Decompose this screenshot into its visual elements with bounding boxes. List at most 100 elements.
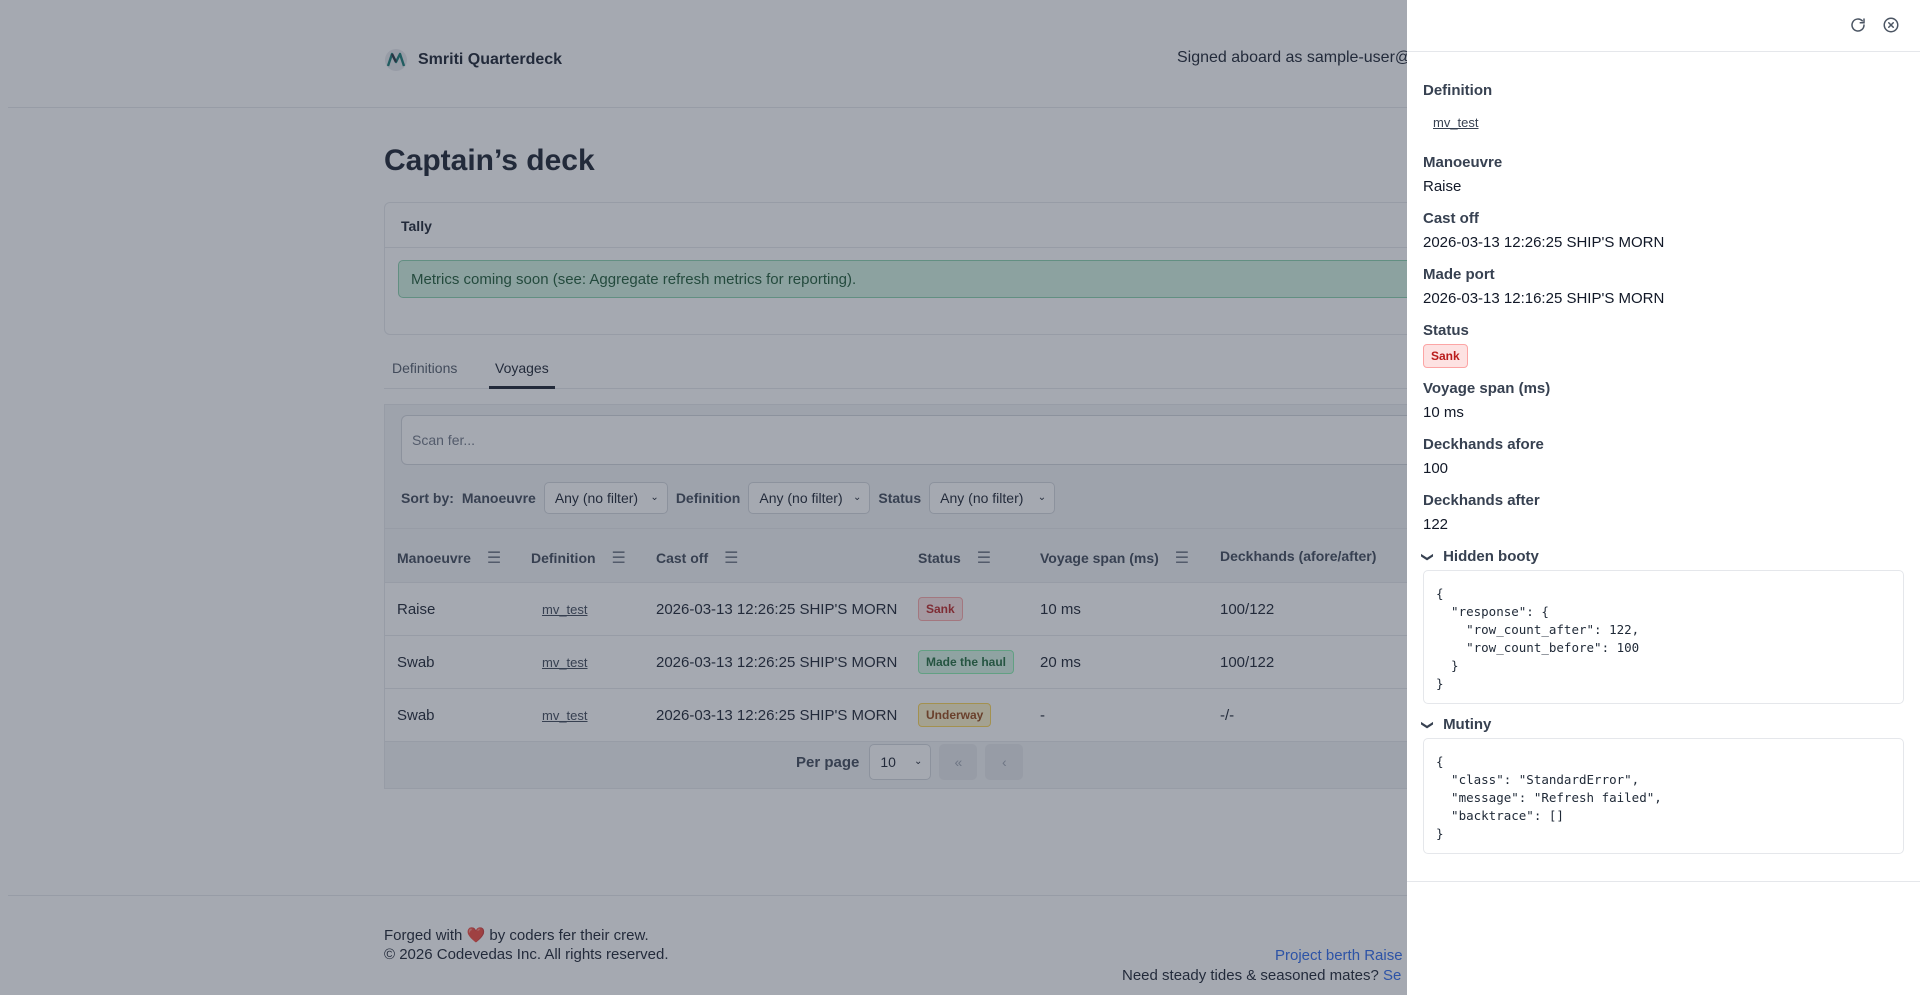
cell-span: - — [1040, 707, 1045, 724]
manoeuvre-label: Manoeuvre — [1423, 154, 1503, 171]
heart-icon: ❤️ — [466, 927, 486, 944]
first-page-icon: « — [954, 754, 963, 770]
column-label: Status — [918, 550, 961, 566]
first-page-button[interactable]: « — [939, 744, 978, 780]
tab-voyages[interactable]: Voyages — [489, 360, 555, 389]
table-row[interactable]: Swab mv_test 2026-03-13 12:26:25 SHIP'S … — [385, 689, 1485, 742]
metrics-alert: Metrics coming soon (see: Aggregate refr… — [398, 260, 1498, 298]
prev-page-icon: ‹ — [1002, 754, 1007, 770]
cast-off-label: Cast off — [1423, 210, 1479, 227]
footer-tagline: Forged with ❤️ by coders fer their crew. — [384, 926, 649, 944]
cell-span: 20 ms — [1040, 654, 1081, 671]
status-label: Status — [1423, 322, 1469, 339]
chevron-down-icon: ⌄ — [1037, 492, 1047, 503]
chevron-down-icon: ⌄ — [650, 492, 659, 503]
tab-bar: Definitions Voyages — [384, 354, 1484, 389]
footer-tagline-prefix: Forged with — [384, 927, 463, 944]
cell-manoeuvre: Swab — [397, 707, 435, 724]
column-menu-icon[interactable]: ☰ — [611, 550, 626, 567]
brand[interactable]: Smriti Quarterdeck — [384, 48, 562, 72]
status-badge: Sank — [918, 597, 963, 621]
brand-logo-icon — [385, 49, 407, 71]
footer-mates: Need steady tides & seasoned mates? Se — [1122, 967, 1401, 984]
cell-definition-link[interactable]: mv_test — [542, 602, 588, 617]
column-label: Definition — [531, 550, 596, 566]
prev-page-button[interactable]: ‹ — [985, 744, 1024, 780]
refresh-icon[interactable] — [1849, 16, 1867, 34]
cell-deckhands: 100/122 — [1220, 654, 1275, 671]
drawer-divider — [1407, 881, 1920, 882]
definition-link[interactable]: mv_test — [1433, 115, 1479, 130]
footer-mates-link[interactable]: Se — [1383, 967, 1402, 984]
table-row[interactable]: Swab mv_test 2026-03-13 12:26:25 SHIP'S … — [385, 636, 1485, 689]
manoeuvre-value: Raise — [1423, 178, 1462, 195]
table-row[interactable]: Raise mv_test 2026-03-13 12:26:25 SHIP'S… — [385, 583, 1485, 636]
mutiny-toggle[interactable]: ❯ Mutiny — [1421, 716, 1492, 733]
deckhands-after-value: 122 — [1423, 516, 1449, 533]
status-badge: Underway — [918, 703, 992, 727]
made-port-label: Made port — [1423, 266, 1495, 283]
per-page-value: 10 — [880, 754, 896, 770]
hidden-booty-toggle[interactable]: ❯ Hidden booty — [1421, 548, 1539, 565]
definition-filter-select[interactable]: Any (no filter) ⌄ — [748, 482, 871, 514]
sort-by-label: Sort by: — [401, 490, 454, 506]
status-filter-select[interactable]: Any (no filter) ⌄ — [929, 482, 1056, 514]
footer-copyright: © 2026 Codevedas Inc. All rights reserve… — [384, 946, 669, 963]
per-page-select[interactable]: 10 ⌄ — [869, 744, 932, 780]
cell-deckhands: 100/122 — [1220, 601, 1275, 618]
span-label: Voyage span (ms) — [1423, 380, 1551, 397]
page-title: Captain’s deck — [384, 144, 595, 177]
cell-cast-off: 2026-03-13 12:26:25 SHIP'S MORN — [656, 707, 898, 724]
mutiny-label: Mutiny — [1443, 716, 1492, 733]
column-header-manoeuvre[interactable]: Manoeuvre ☰ — [397, 548, 501, 568]
chevron-down-icon: ❯ — [1421, 551, 1436, 562]
manoeuvre-filter-select[interactable]: Any (no filter) ⌄ — [543, 482, 668, 514]
drawer-header — [1407, 0, 1920, 52]
span-value: 10 ms — [1423, 404, 1464, 421]
status-filter-label: Status — [878, 490, 922, 506]
cell-manoeuvre: Raise — [397, 601, 436, 618]
manoeuvre-filter-value: Any (no filter) — [554, 490, 639, 506]
search-input[interactable] — [401, 415, 1501, 465]
definition-filter-label: Definition — [675, 490, 741, 506]
tally-header: Tally — [385, 203, 1483, 248]
metrics-alert-text: Metrics coming soon (see: Aggregate refr… — [411, 271, 857, 288]
column-header-span[interactable]: Voyage span (ms) ☰ — [1040, 548, 1189, 568]
status-filter-value: Any (no filter) — [940, 490, 1024, 506]
cell-manoeuvre: Swab — [397, 654, 435, 671]
footer-mates-text: Need steady tides & seasoned mates? — [1122, 967, 1379, 984]
hidden-booty-code: { "response": { "row_count_after": 122, … — [1423, 570, 1904, 704]
cell-definition-link[interactable]: mv_test — [542, 708, 588, 723]
signed-in-text: Signed aboard as sample-user@e — [1177, 49, 1421, 66]
deckhands-after-label: Deckhands after — [1423, 492, 1540, 509]
cast-off-value: 2026-03-13 12:26:25 SHIP'S MORN — [1423, 234, 1665, 251]
column-menu-icon[interactable]: ☰ — [976, 550, 992, 567]
column-label: Manoeuvre — [397, 550, 471, 566]
pagination: Per page 10 ⌄ « ‹ — [796, 744, 1024, 780]
column-menu-icon[interactable]: ☰ — [1174, 550, 1190, 567]
column-header-deckhands[interactable]: Deckhands (afore/after) — [1220, 548, 1376, 564]
filter-bar: Sort by: Manoeuvre Any (no filter) ⌄ Def… — [401, 482, 1056, 514]
column-header-definition[interactable]: Definition ☰ — [531, 548, 626, 568]
deckhands-afore-value: 100 — [1423, 460, 1449, 477]
cell-definition-link[interactable]: mv_test — [542, 655, 588, 670]
cell-cast-off: 2026-03-13 12:26:25 SHIP'S MORN — [656, 601, 898, 618]
column-menu-icon[interactable]: ☰ — [486, 550, 502, 567]
table-header: Manoeuvre ☰ Definition ☰ Cast off ☰ Status ☰… — [385, 528, 1485, 583]
column-menu-icon[interactable]: ☰ — [724, 550, 739, 567]
definition-filter-value: Any (no filter) — [759, 490, 843, 506]
tab-definitions[interactable]: Definitions — [392, 360, 458, 376]
chevron-down-icon: ⌄ — [852, 492, 862, 503]
hidden-booty-label: Hidden booty — [1443, 548, 1539, 565]
tally-card: Tally Metrics coming soon (see: Aggregat… — [384, 202, 1498, 335]
column-label: Deckhands (afore/after) — [1220, 548, 1377, 564]
mutiny-code: { "class": "StandardError", "message": "… — [1423, 738, 1904, 854]
definition-label: Definition — [1423, 82, 1493, 99]
column-header-cast-off[interactable]: Cast off ☰ — [656, 548, 738, 568]
project-berth-link[interactable]: Project berth Raise — [1275, 947, 1403, 964]
voyage-detail-drawer: Definition mv_test Manoeuvre Raise Cast … — [1407, 0, 1920, 995]
per-page-label: Per page — [796, 753, 860, 771]
column-header-status[interactable]: Status ☰ — [918, 548, 991, 568]
brand-name: Smriti Quarterdeck — [418, 51, 563, 68]
close-icon[interactable] — [1882, 16, 1900, 34]
